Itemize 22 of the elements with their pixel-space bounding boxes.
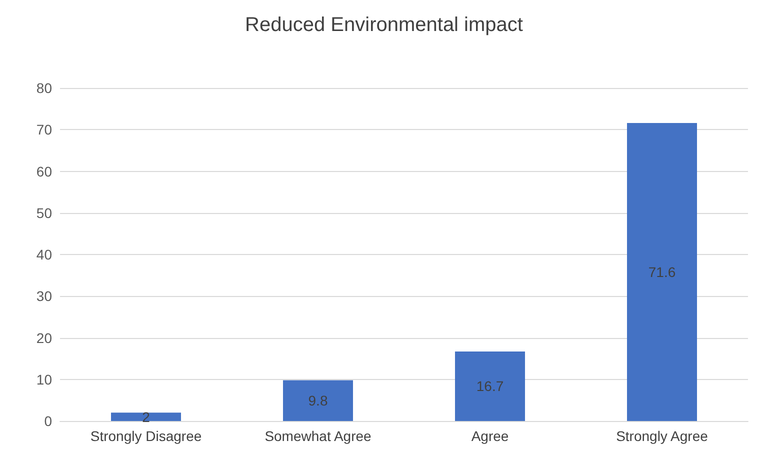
y-tick-label: 30 [36, 288, 52, 304]
x-tick-label: Strongly Agree [616, 428, 708, 444]
y-tick-label: 10 [36, 371, 52, 388]
y-tick-label: 50 [36, 204, 52, 221]
y-tick-label: 80 [36, 80, 52, 96]
x-tick-label: Somewhat Agree [264, 428, 372, 444]
y-tick-label: 70 [36, 122, 52, 138]
bar [627, 122, 697, 421]
x-tick-label: Strongly Disagree [90, 428, 202, 444]
data-label: 9.8 [308, 392, 328, 409]
y-tick-label: 20 [36, 330, 52, 346]
data-label: 71.6 [648, 264, 676, 280]
data-label: 2 [142, 408, 150, 425]
chart-title: Reduced Environmental impact [245, 14, 524, 36]
x-tick-label: Agree [471, 428, 509, 444]
y-tick-label: 0 [44, 413, 52, 429]
y-tick-label: 60 [36, 163, 52, 180]
bar [111, 412, 181, 421]
bar [283, 380, 353, 421]
bar [455, 351, 525, 421]
data-label: 16.7 [476, 378, 504, 394]
y-tick-label: 40 [36, 246, 52, 262]
